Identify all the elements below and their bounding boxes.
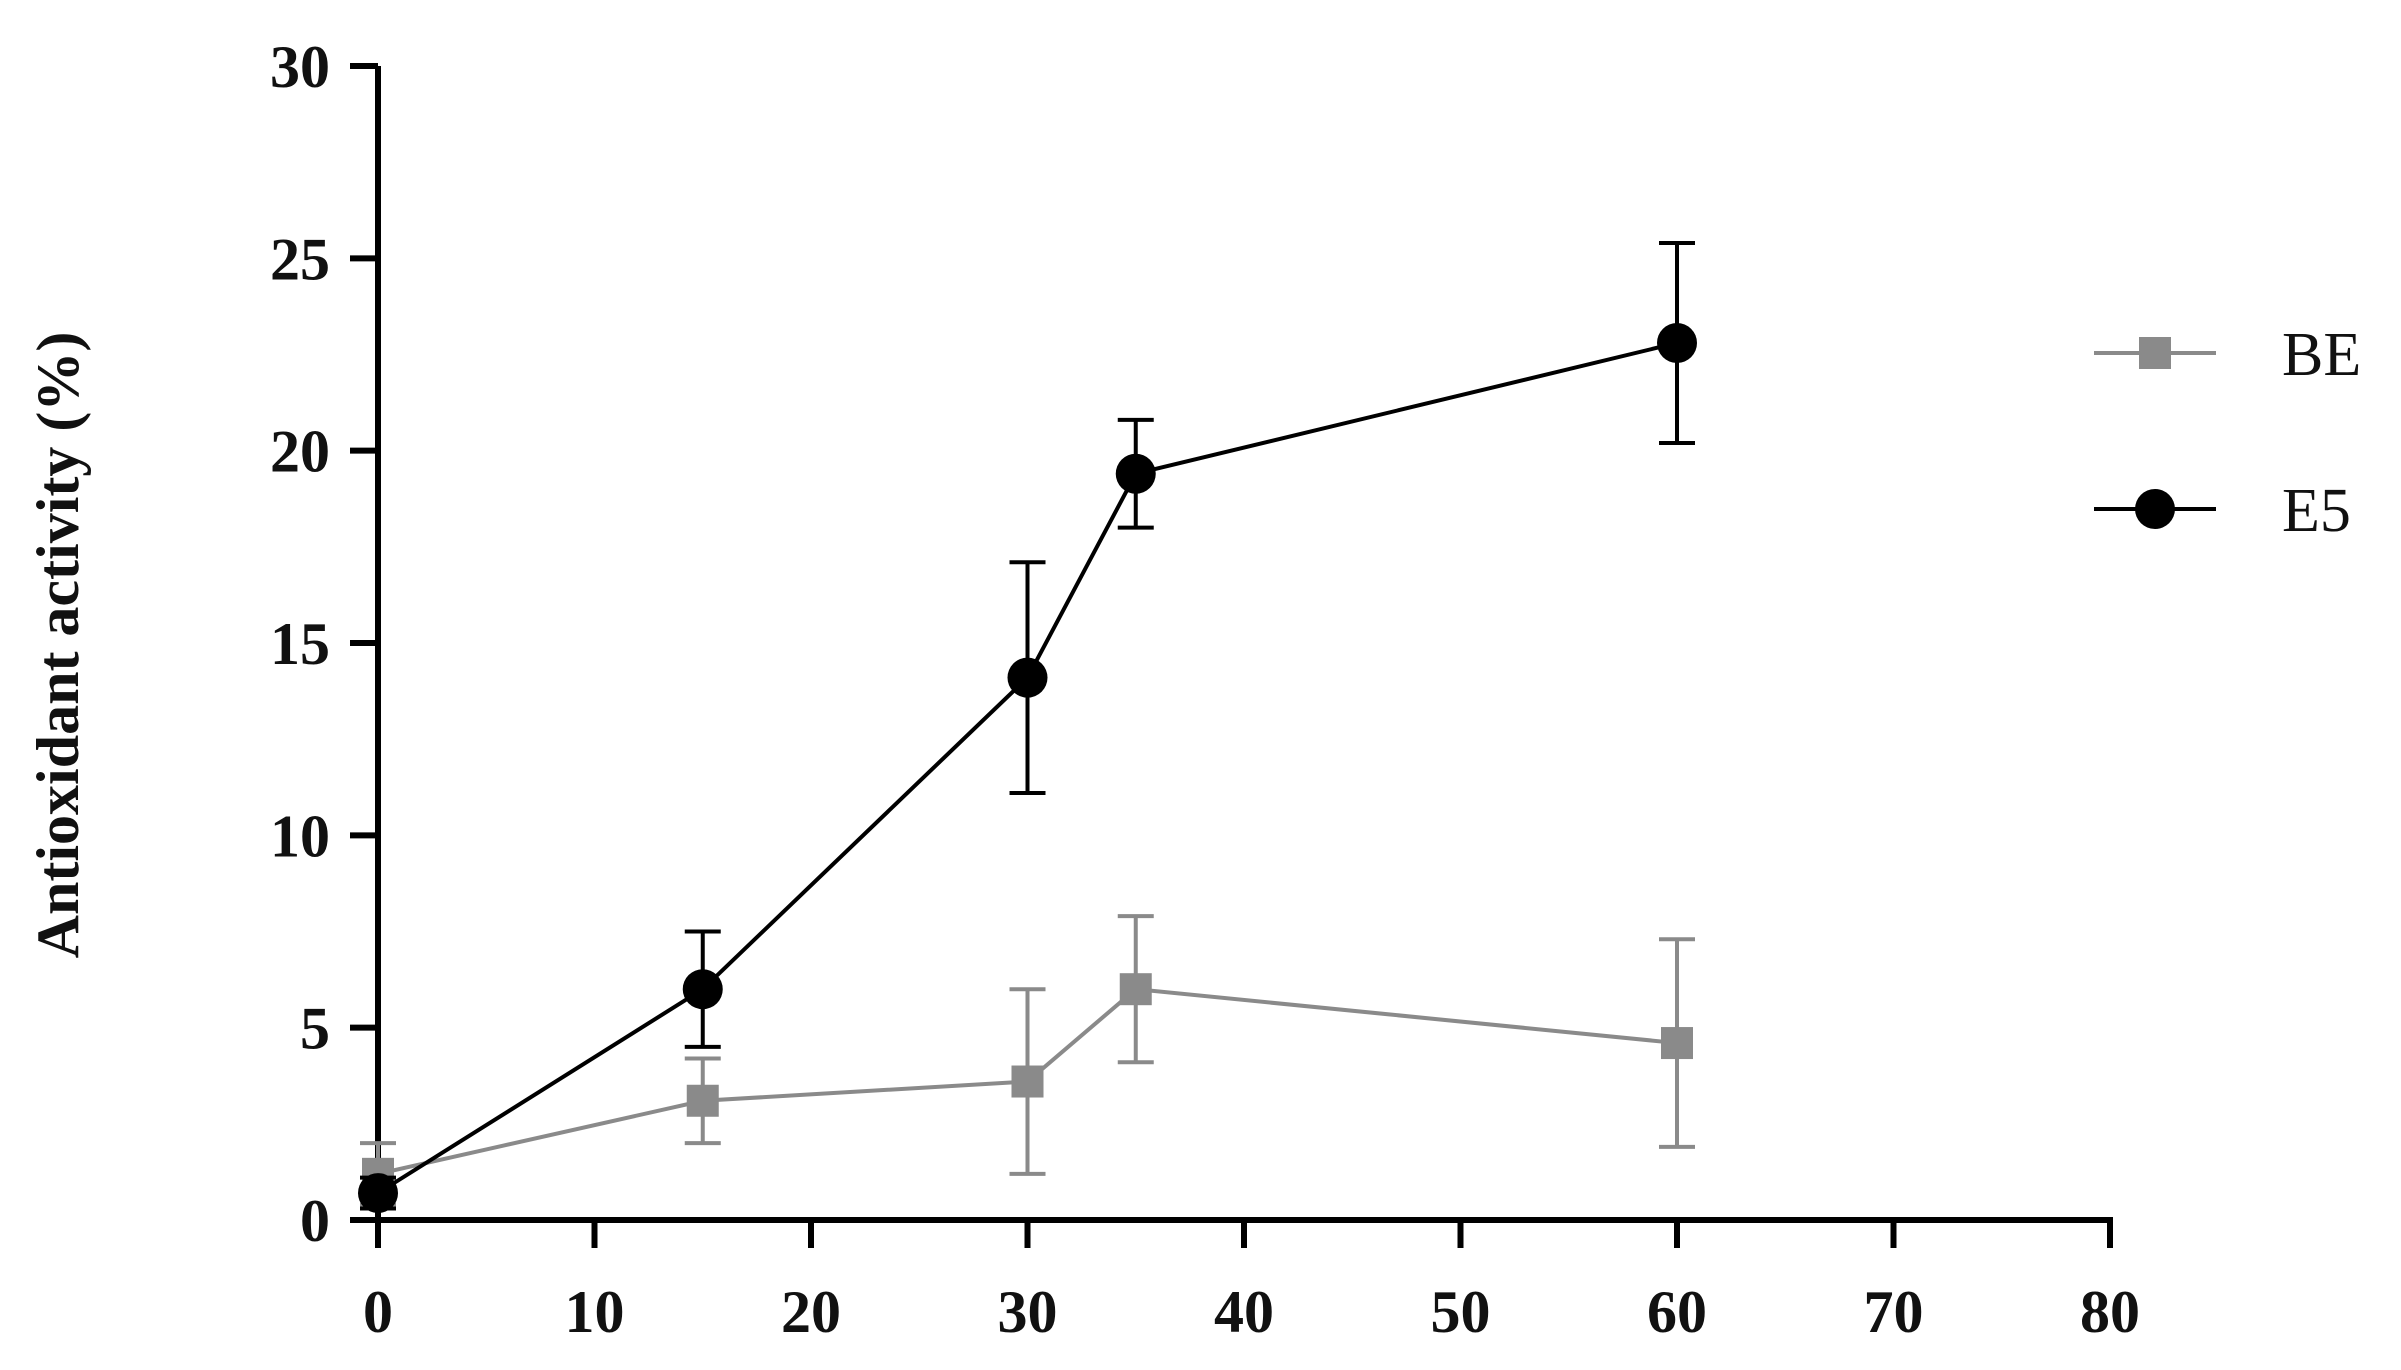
y-tick-label: 20	[270, 419, 330, 485]
data-point	[1119, 973, 1152, 1006]
x-tick-label: 10	[565, 1279, 625, 1345]
legend-marker	[2139, 337, 2171, 369]
data-point	[1011, 1065, 1044, 1098]
y-axis-title: Antioxidant activity (%)	[25, 332, 91, 959]
y-tick-label: 25	[270, 226, 330, 292]
axes: 0 5 10 15 20 25 30 0 10 20 30 40 50 60 70 80	[270, 34, 2140, 1345]
x-tick-label: 30	[998, 1279, 1058, 1345]
x-tick-label: 60	[1647, 1279, 1707, 1345]
x-tick-label: 80	[2080, 1279, 2140, 1345]
legend-item-be: BE	[2094, 321, 2361, 389]
data-point	[1661, 1027, 1693, 1060]
y-tick-label: 30	[270, 34, 330, 100]
data-point	[1007, 657, 1048, 698]
data-point	[358, 1173, 398, 1214]
data-point	[1115, 453, 1156, 494]
series-e5	[358, 240, 1697, 1214]
data-point	[1657, 322, 1697, 363]
plot-area	[358, 240, 1697, 1214]
x-tick-label: 70	[1864, 1279, 1924, 1345]
legend-label: E5	[2282, 477, 2351, 545]
legend-marker	[2135, 489, 2175, 529]
legend-item-e5: E5	[2094, 477, 2351, 545]
x-tick-label: 20	[781, 1279, 841, 1345]
y-tick-label: 0	[300, 1188, 330, 1254]
y-tick-label: 15	[270, 611, 330, 677]
data-point	[682, 969, 723, 1010]
x-tick-label: 50	[1431, 1279, 1491, 1345]
y-tick-label: 5	[300, 996, 330, 1062]
legend-label: BE	[2282, 321, 2361, 389]
legend: BE E5	[2094, 321, 2361, 545]
x-tick-label: 0	[363, 1279, 393, 1345]
data-point	[686, 1084, 719, 1117]
y-tick-label: 10	[270, 803, 330, 869]
x-tick-label: 40	[1214, 1279, 1274, 1345]
series-be	[360, 914, 1695, 1207]
